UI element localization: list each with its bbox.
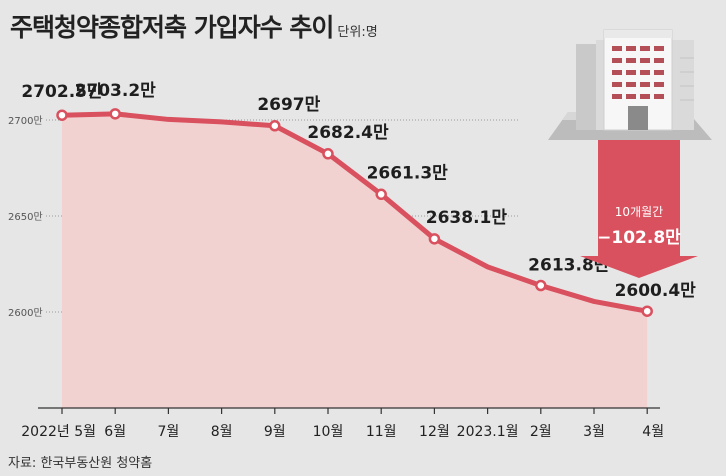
x-tick-label: 6월 <box>104 424 126 440</box>
data-point <box>428 233 441 245</box>
data-label: 2703.2만 <box>75 81 157 101</box>
data-label: 2638.1만 <box>426 208 508 228</box>
data-label: 2682.4만 <box>307 123 389 143</box>
y-tick-label: 2650만 <box>8 211 43 223</box>
x-tick-label: 2022년 5월 <box>21 424 96 440</box>
x-tick-label: 12월 <box>419 424 450 440</box>
x-tick-label: 7월 <box>158 424 180 440</box>
title-text: 주택청약종합저축 가입자수 추이 <box>10 13 334 42</box>
unit-label: 단위:명 <box>337 25 378 40</box>
area-fill <box>62 113 648 408</box>
data-label: 2600.4만 <box>615 281 697 301</box>
x-tick-label: 9월 <box>264 424 286 440</box>
x-tick-label: 2월 <box>530 424 552 440</box>
annotation-change: −102.8만 <box>597 228 681 248</box>
data-point <box>269 120 281 132</box>
y-tick-label: 2700만 <box>8 115 43 127</box>
x-axis: 2022년 5월 6월 7월 8월 9월 10월 11월 12월 2023.1월 2월 3월 4월 <box>21 407 664 440</box>
x-tick-label: 10월 <box>313 424 344 440</box>
chart-title: 주택청약종합저축 가입자수 추이 단위:명 <box>10 8 378 44</box>
data-point <box>535 279 547 292</box>
data-point <box>56 109 68 121</box>
apartment-building-icon <box>548 29 712 140</box>
x-tick-label: 3월 <box>583 424 605 440</box>
y-axis: 2700만 2650만 2600만 <box>8 115 43 319</box>
data-label: 2661.3만 <box>367 163 449 183</box>
annotation-period: 10개월간 <box>615 205 663 219</box>
data-label: 2702.5만 <box>21 82 103 102</box>
x-tick-label: 2023.1월 <box>457 424 519 440</box>
source-text: 한국부동산원 청약홈 <box>40 456 153 471</box>
data-points <box>56 108 653 317</box>
y-tick-label: 2600만 <box>8 307 43 319</box>
down-arrow-icon <box>580 140 698 278</box>
source-note: 자료한국부동산원 청약홈 <box>8 452 152 471</box>
data-point <box>641 305 653 317</box>
data-point <box>109 108 121 120</box>
x-tick-label: 11월 <box>366 424 397 440</box>
x-tick-label: 8월 <box>211 424 233 440</box>
data-point <box>322 148 334 160</box>
data-point <box>375 188 387 201</box>
data-label: 2613.8만 <box>528 256 610 276</box>
source-prefix: 자료 <box>8 456 40 471</box>
data-label: 2697만 <box>257 95 320 115</box>
x-tick-label: 4월 <box>642 424 664 440</box>
series-line <box>59 111 650 314</box>
